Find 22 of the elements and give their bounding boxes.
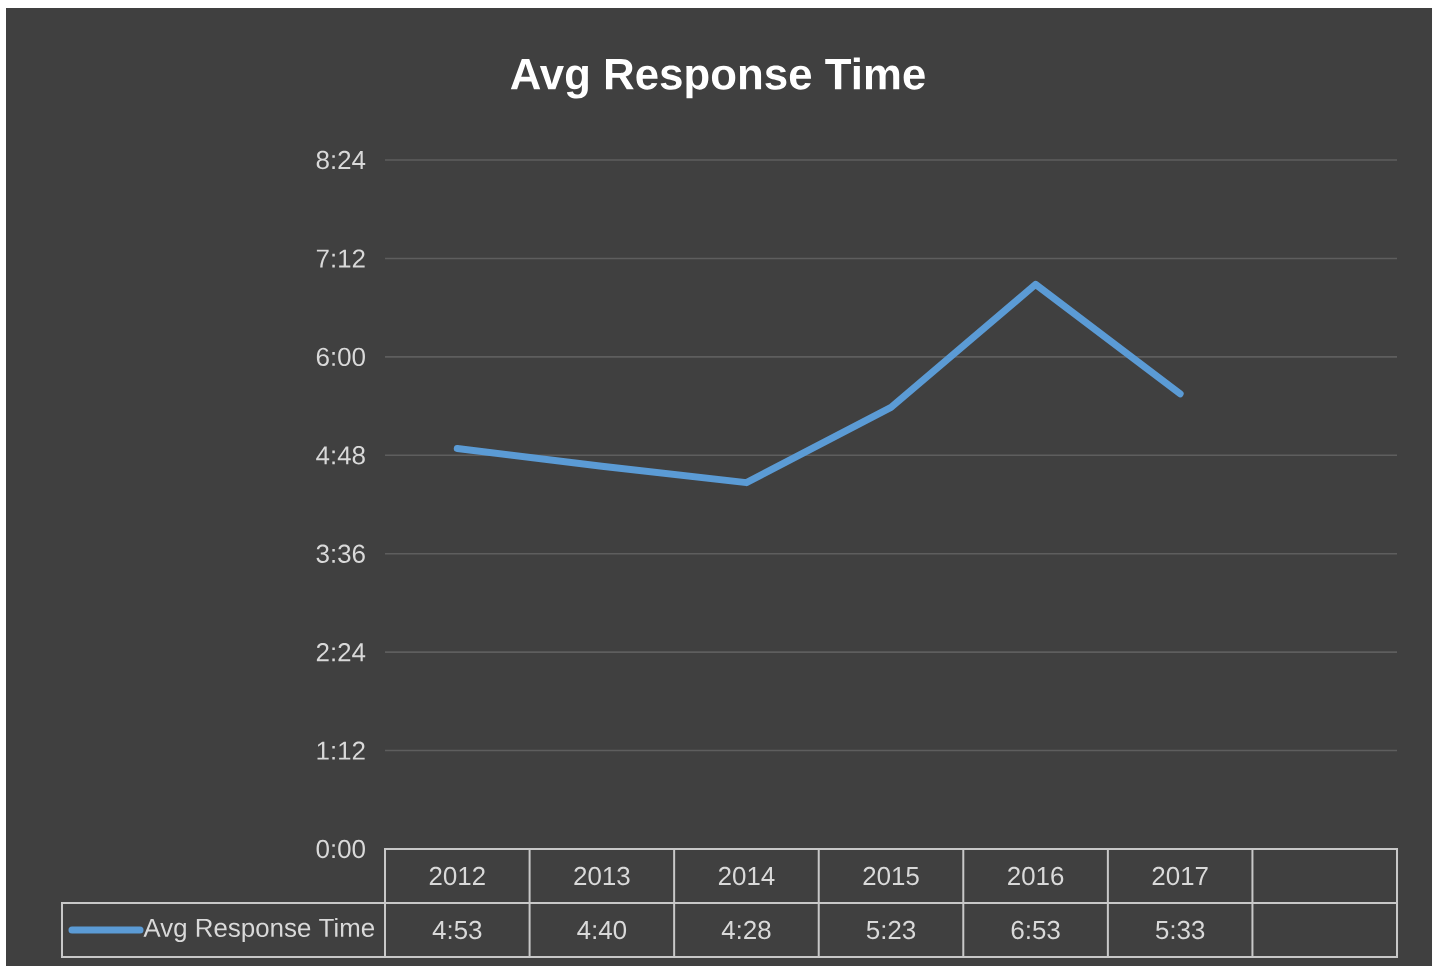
x-tick-label: 2013	[574, 866, 630, 886]
data-label: 4:40	[577, 920, 627, 940]
x-tick-label: 2017	[1152, 866, 1208, 886]
y-tick-label: 4:48	[316, 446, 365, 465]
y-tick-label: 3:36	[316, 544, 365, 563]
legend-label: Avg Response Time	[143, 917, 375, 943]
x-tick-label: 2014	[718, 866, 775, 886]
y-tick-label: 7:12	[316, 249, 365, 268]
y-tick-label: 6:00	[316, 347, 365, 367]
data-label: 5:33	[1155, 920, 1205, 940]
y-tick-label: 0:00	[316, 839, 365, 859]
chart-title: Avg Response Time	[510, 57, 925, 99]
data-label: 5:23	[866, 920, 916, 940]
y-tick-label: 1:12	[317, 741, 365, 760]
x-tick-label: 2015	[863, 866, 919, 886]
data-label: 4:28	[721, 920, 771, 940]
x-tick-label: 2012	[429, 866, 485, 886]
y-tick-label: 2:24	[316, 643, 366, 662]
y-tick-label: 8:24	[316, 150, 366, 170]
data-label: 6:53	[1011, 920, 1060, 940]
x-tick-label: 2016	[1008, 866, 1064, 886]
data-label: 4:53	[432, 920, 482, 940]
